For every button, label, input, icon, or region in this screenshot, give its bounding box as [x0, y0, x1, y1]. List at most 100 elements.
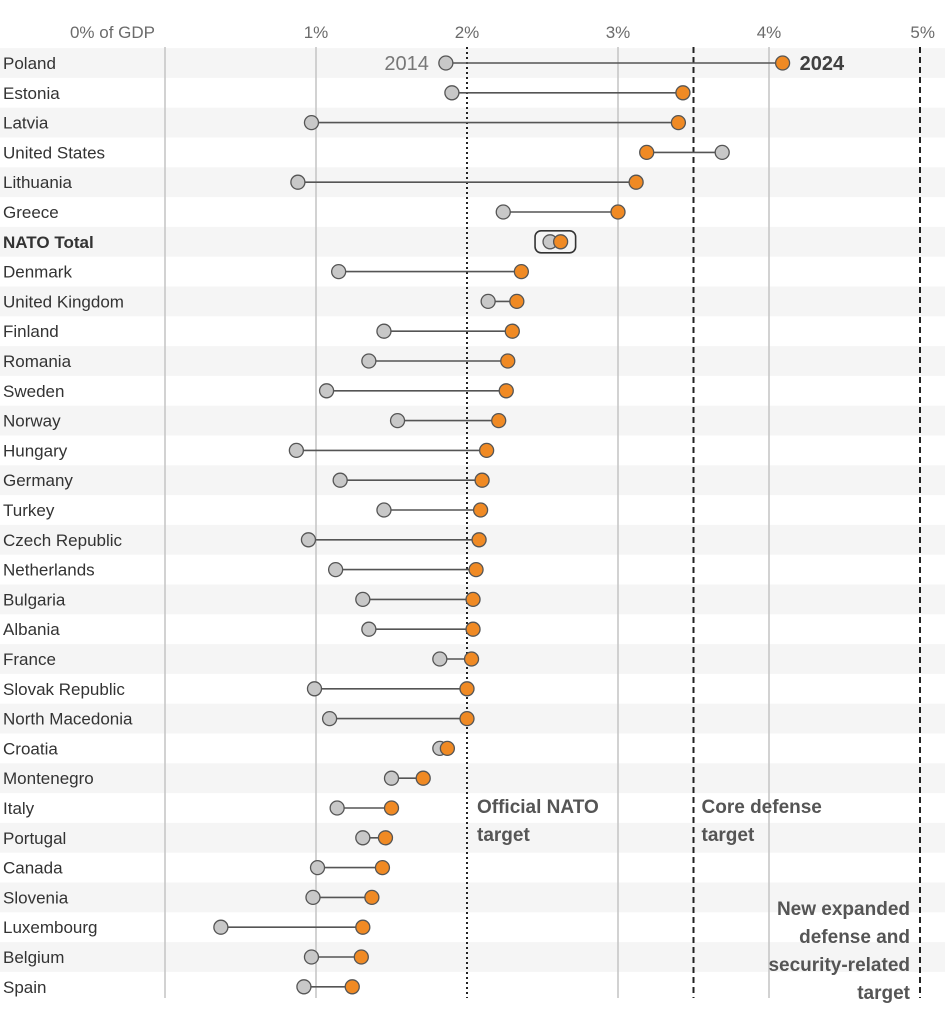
x-tick-label: 3% — [606, 23, 631, 42]
nato-total-box — [534, 230, 577, 254]
country-label: Spain — [3, 978, 46, 997]
dot-2024 — [498, 383, 514, 399]
country-rows: Poland 2014 2024 Estonia Latvia United States… — [3, 53, 845, 997]
country-row: United Kingdom — [3, 292, 525, 311]
country-label: Croatia — [3, 739, 58, 758]
country-label: Luxembourg — [3, 918, 98, 937]
country-label: United States — [3, 143, 105, 162]
dot-2024 — [509, 293, 525, 310]
country-label: Romania — [3, 352, 72, 371]
country-label: Slovak Republic — [3, 680, 125, 699]
dot-2024 — [670, 114, 687, 131]
target-label-official: Official NATO — [477, 797, 599, 818]
dot-2014 — [300, 532, 317, 548]
country-label: Turkey — [3, 501, 55, 520]
country-label: Czech Republic — [3, 531, 123, 550]
country-row: Latvia — [3, 114, 687, 133]
target-label-official: target — [477, 825, 530, 846]
country-label: United Kingdom — [3, 292, 124, 311]
dot-2024 — [344, 979, 360, 995]
country-row: Bulgaria — [3, 590, 481, 609]
country-label: Latvia — [3, 114, 49, 133]
country-label: North Macedonia — [3, 710, 133, 729]
country-row: Hungary — [3, 441, 495, 460]
x-tick-label: 2% — [455, 23, 480, 42]
country-label: France — [3, 650, 56, 669]
country-row: North Macedonia — [3, 710, 475, 729]
country-row: Montenegro — [3, 769, 431, 788]
dot-2024 — [439, 740, 456, 757]
country-row: Croatia — [3, 739, 456, 758]
dot-2014 — [480, 293, 496, 310]
country-label: Poland — [3, 54, 56, 73]
dot-2014 — [303, 949, 320, 965]
country-row: Turkey — [3, 501, 489, 520]
country-label: Hungary — [3, 441, 68, 460]
dot-2024 — [364, 889, 380, 906]
target-label-expanded: security-related — [768, 955, 910, 976]
dot-2024 — [465, 591, 481, 608]
dot-2014 — [213, 919, 229, 935]
country-label: Netherlands — [3, 561, 95, 580]
country-row: Poland 2014 2024 — [3, 53, 845, 75]
x-tick-label: 4% — [757, 23, 782, 42]
target-lines: Official NATO target Core defense target New… — [466, 47, 921, 1004]
dot-2024 — [552, 234, 569, 250]
row-band — [0, 763, 945, 794]
country-label: NATO Total — [3, 233, 94, 252]
country-row: Denmark — [3, 263, 530, 282]
target-label-core: Core defense — [702, 797, 822, 818]
dot-2014 — [383, 770, 400, 786]
dot-2014 — [376, 323, 392, 339]
country-row: Romania — [3, 352, 516, 371]
country-label: Germany — [3, 471, 73, 490]
dot-2014 — [306, 681, 323, 697]
dot-2024 — [610, 204, 626, 220]
dot-2024 — [774, 55, 791, 71]
country-row: NATO Total — [3, 230, 577, 254]
country-row: Estonia — [3, 84, 691, 103]
x-tick-label: 0% of GDP — [70, 23, 155, 42]
country-label: Denmark — [3, 263, 72, 282]
x-axis-ticks: 0% of GDP 1% 2% 3% 4% 5% — [70, 23, 935, 42]
dot-2024 — [353, 949, 369, 965]
dot-2014 — [309, 859, 326, 876]
country-label: Italy — [3, 799, 35, 818]
dot-2014 — [389, 412, 406, 429]
year-label-start: 2014 — [384, 53, 429, 75]
dot-2014 — [438, 55, 454, 71]
country-row: Greece — [3, 203, 626, 222]
dot-2024 — [415, 770, 431, 786]
row-bands — [0, 48, 945, 972]
dot-2014 — [444, 85, 460, 101]
country-label: Lithuania — [3, 173, 73, 192]
dot-2014 — [376, 502, 392, 518]
country-label: Montenegro — [3, 769, 94, 788]
dot-2024 — [471, 532, 487, 548]
dot-2024 — [377, 830, 394, 846]
dot-2024 — [459, 710, 475, 727]
dot-2014 — [361, 353, 377, 369]
country-row: Belgium — [3, 948, 369, 967]
country-row: Finland — [3, 322, 520, 341]
country-row: Luxembourg — [3, 918, 371, 937]
row-band — [0, 286, 945, 317]
row-band — [0, 822, 945, 853]
dot-2014 — [714, 144, 730, 161]
target-label-expanded: New expanded — [777, 899, 910, 920]
dot-2014 — [327, 561, 344, 578]
dot-2024 — [474, 472, 490, 488]
dot-2014 — [288, 442, 305, 459]
target-label-core: target — [702, 825, 755, 846]
country-row: Canada — [3, 859, 391, 878]
dot-2014 — [495, 204, 511, 220]
dot-2024 — [468, 561, 484, 578]
dot-2024 — [500, 353, 516, 369]
target-label-expanded: target — [857, 983, 910, 1004]
dot-2024 — [472, 502, 489, 518]
country-label: Finland — [3, 322, 59, 341]
country-row: Lithuania — [3, 173, 644, 192]
dot-2024 — [383, 800, 400, 816]
country-row: Netherlands — [3, 561, 484, 580]
row-band — [0, 942, 945, 972]
